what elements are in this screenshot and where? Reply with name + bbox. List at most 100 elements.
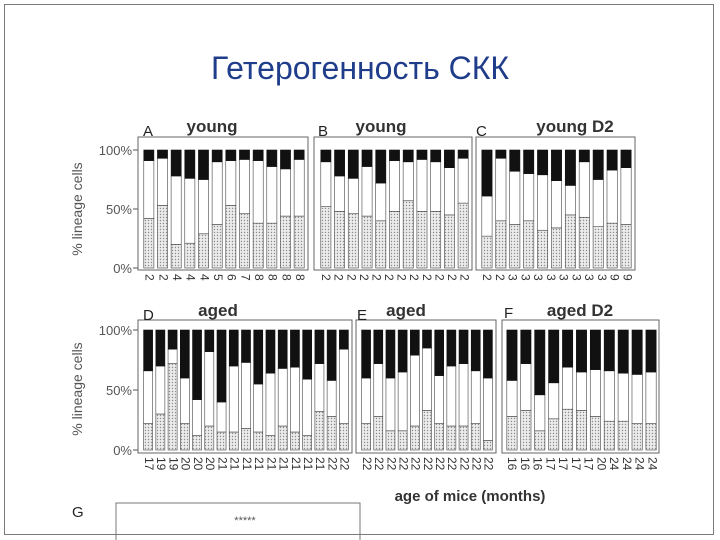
bar-segment-dotted	[481, 235, 493, 269]
x-tick-label: 3	[569, 274, 583, 281]
x-tick-label: 2	[332, 274, 346, 281]
bar-segment-white	[155, 365, 166, 415]
bar-segment-black	[361, 329, 371, 379]
bar-segment-dotted	[184, 242, 196, 269]
bar-segment-white	[523, 173, 535, 222]
bar-segment-black	[373, 329, 384, 364]
bar-segment-dotted	[576, 410, 587, 451]
bar-segment-white	[603, 370, 615, 422]
bar-segment-black	[631, 329, 643, 375]
panel-letter: C	[476, 123, 487, 140]
slide-title: Гетерогенность СКК	[210, 50, 510, 86]
x-tick-label: 19	[166, 457, 180, 471]
bar-segment-dotted	[606, 222, 618, 269]
bar-segment-black	[155, 329, 166, 367]
bar-segment-dotted	[457, 202, 469, 269]
y-tick-label: 0%	[113, 261, 132, 276]
bar-segment-dotted	[397, 430, 408, 451]
bar-segment-black	[617, 329, 629, 374]
panel-subtitle: young	[356, 117, 407, 136]
x-tick-label: 8	[252, 274, 266, 281]
bar-segment-dotted	[361, 423, 371, 451]
x-tick-label: 21	[301, 457, 315, 471]
bar-segment-white	[241, 362, 251, 429]
x-axis-label: age of mice (months)	[395, 488, 546, 505]
x-tick-label: 2	[344, 274, 358, 281]
bar-segment-black	[302, 329, 313, 380]
bar-segment-white	[361, 377, 371, 424]
bar-segment-dotted	[509, 224, 521, 269]
bar-segment-white	[277, 368, 288, 427]
bar-segment-dotted	[225, 205, 237, 269]
bar-segment-black	[589, 329, 601, 370]
bar-segment-dotted	[266, 222, 278, 269]
x-tick-label: 20	[191, 457, 205, 471]
bar-segment-black	[434, 329, 444, 376]
x-tick-label: 3	[518, 274, 532, 281]
bar-segment-white	[416, 159, 428, 212]
bar-segment-white	[576, 371, 587, 411]
bar-segment-white	[645, 371, 657, 424]
x-tick-label: 24	[607, 457, 621, 471]
bar-segment-black	[509, 149, 521, 172]
y-tick-label: 50%	[106, 202, 132, 217]
bar-segment-dotted	[617, 420, 629, 451]
bar-segment-white	[293, 159, 305, 217]
x-tick-label: 4	[184, 274, 198, 281]
x-tick-label: 16	[505, 457, 519, 471]
x-tick-label: 3	[557, 274, 571, 281]
x-tick-label: 22	[360, 457, 374, 471]
bar-segment-black	[645, 329, 657, 373]
panel-frame	[115, 502, 361, 540]
x-tick-label: 24	[620, 457, 634, 471]
bar-segment-white	[548, 382, 560, 420]
x-tick-label: 22	[325, 457, 339, 471]
bar-segment-dotted	[589, 416, 601, 451]
panel-letter: F	[504, 305, 513, 322]
x-tick-label: 2	[445, 274, 459, 281]
bar-segment-black	[457, 149, 469, 159]
bar-segment-dotted	[645, 423, 657, 451]
x-tick-label: 22	[482, 457, 496, 471]
bar-segment-black	[481, 149, 493, 197]
bar-segment-dotted	[434, 423, 444, 451]
panel-subtitle: aged	[198, 301, 238, 320]
x-tick-label: 21	[264, 457, 278, 471]
panel-frame	[137, 319, 353, 454]
bar-segment-white	[430, 161, 442, 212]
x-tick-label: 4	[170, 274, 184, 281]
x-tick-label: 21	[313, 457, 327, 471]
bar-segment-dotted	[603, 420, 615, 451]
bar-segment-white	[167, 348, 178, 364]
panel-subtitle: young	[187, 117, 238, 136]
y-axis-label: % lineage cells	[69, 342, 85, 435]
x-tick-label: 3	[595, 274, 609, 281]
bar-segment-black	[523, 149, 535, 174]
bar-segment-dotted	[143, 218, 155, 269]
bar-segment-white	[537, 174, 549, 231]
bar-segment-black	[458, 329, 469, 364]
bar-segment-black	[170, 149, 182, 177]
bar-segment-white	[266, 166, 278, 224]
bar-segment-white	[444, 167, 455, 216]
bar-segment-dotted	[253, 431, 264, 451]
bar-segment-dotted	[157, 205, 168, 269]
bar-segment-dotted	[293, 215, 305, 269]
bar-segment-white	[481, 195, 493, 237]
bar-segment-white	[509, 170, 521, 225]
x-tick-label: 22	[445, 457, 459, 471]
bar-segment-dotted	[314, 411, 325, 451]
x-tick-label: 17	[543, 457, 557, 471]
bar-segment-black	[192, 329, 202, 400]
bar-segment-black	[537, 149, 549, 176]
panel-letter: G	[72, 504, 84, 521]
x-tick-label: 20	[179, 457, 193, 471]
bar-segment-white	[495, 157, 507, 222]
bar-segment-white	[410, 354, 420, 427]
bar-segment-dotted	[548, 418, 560, 451]
bar-segment-dotted	[562, 408, 574, 451]
bar-segment-dotted	[551, 227, 562, 269]
bar-segment-dotted	[430, 211, 442, 269]
x-tick-label: 21	[252, 457, 266, 471]
bar-segment-black	[143, 329, 153, 372]
